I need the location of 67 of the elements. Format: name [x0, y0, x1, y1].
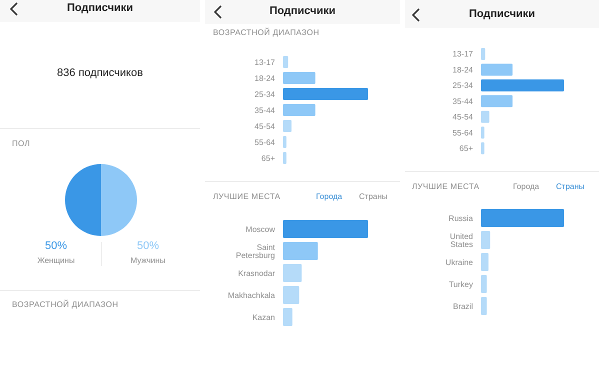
bar: [283, 72, 316, 84]
y-tick-label: 18-24: [254, 74, 276, 83]
chart-title: ЛУЧШИЕ МЕСТА: [412, 182, 480, 191]
bar: [481, 126, 484, 139]
bar: [481, 64, 513, 76]
y-tick-label: Makhachkala: [228, 290, 276, 300]
pie-slice: [101, 164, 137, 236]
text: Страны: [359, 192, 388, 201]
y-tick-label: 65+: [459, 144, 474, 153]
y-tick-label: Krasnodar: [238, 268, 276, 278]
chart-title: ЛУЧШИЕ МЕСТА: [213, 192, 280, 201]
bar: [283, 136, 286, 148]
y-tick-label: 55-64: [254, 138, 276, 147]
text: 836 подписчиков: [56, 67, 144, 79]
bar: [283, 220, 368, 238]
y-tick-label: Russia: [448, 214, 474, 223]
bar: [283, 264, 302, 282]
bar: [481, 110, 490, 123]
bar: [283, 308, 292, 326]
y-tick-label: 45-54: [452, 112, 474, 122]
text: Города: [513, 182, 540, 191]
y-tick-label: United States: [450, 232, 473, 249]
bar: [283, 286, 300, 304]
y-tick-label: 35-44: [254, 106, 276, 115]
y-tick-label: 18-24: [452, 65, 474, 74]
bar: [481, 297, 487, 315]
text: Города: [316, 192, 342, 201]
bar: [283, 120, 292, 132]
text: ВОЗРАСТНОЙ ДИАПАЗОН: [12, 300, 118, 309]
y-tick-label: Ukraine: [445, 258, 474, 267]
y-tick-label: Moscow: [246, 224, 276, 234]
y-tick-label: Brazil: [452, 302, 474, 311]
y-tick-label: 55-64: [452, 128, 474, 138]
text: Подписчики: [468, 8, 536, 20]
bar: [481, 79, 564, 92]
y-tick-label: 13-17: [254, 58, 276, 67]
text: Подписчики: [268, 5, 337, 17]
bar: [481, 275, 487, 293]
bar: [283, 152, 286, 164]
bar: [283, 88, 368, 100]
y-tick-label: Kazan: [252, 312, 275, 322]
chart-title: ВОЗРАСТНОЙ ДИАПАЗОН: [213, 28, 320, 37]
bar: [283, 104, 316, 116]
y-tick-label: Saint Petersburg: [236, 242, 276, 260]
chart-title: ПОЛ: [12, 139, 30, 148]
bar: [481, 253, 488, 271]
data-label: 50%: [44, 240, 68, 252]
bar: [481, 95, 513, 108]
y-tick-label: 13-17: [452, 50, 474, 59]
y-tick-label: Turkey: [448, 280, 473, 289]
y-tick-label: 25-34: [254, 90, 276, 99]
text: Подписчики: [66, 2, 134, 14]
bar: [283, 242, 318, 260]
pie-slice: [65, 164, 101, 236]
data-label: 50%: [136, 240, 160, 252]
y-tick-label: 45-54: [254, 122, 276, 131]
bar: [283, 56, 288, 68]
bar: [481, 231, 490, 249]
y-tick-label: 35-44: [452, 96, 474, 106]
bar: [481, 142, 484, 154]
y-tick-label: 65+: [261, 154, 276, 163]
y-tick-label: 25-34: [452, 81, 474, 90]
text: Страны: [556, 182, 585, 191]
bar: [481, 209, 564, 227]
bar: [481, 48, 486, 60]
slice-label: Мужчины: [130, 256, 166, 265]
slice-label: Женщины: [36, 256, 76, 265]
